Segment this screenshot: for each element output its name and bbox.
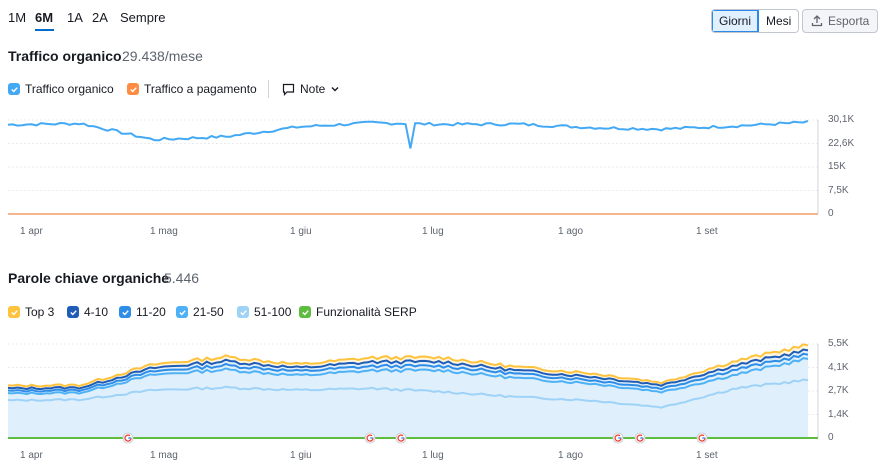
y-tick-label: 0 [828, 208, 834, 219]
granularity-toggle: Giorni Mesi [711, 9, 800, 33]
keywords-value: 5.446 [164, 270, 200, 286]
traffic-value: 29.438/mese [122, 48, 203, 64]
checkbox-checked-icon [237, 306, 249, 318]
legend-label: Top 3 [25, 305, 55, 319]
legend-label: Traffico a pagamento [144, 82, 257, 96]
legend-11-20[interactable]: 11-20 [119, 305, 166, 319]
traffic-chart [7, 119, 819, 215]
legend-21-50[interactable]: 21-50 [176, 305, 224, 319]
x-tick-label: 1 giu [290, 226, 312, 237]
legend-organic-traffic[interactable]: Traffico organico [8, 82, 114, 96]
google-update-marker-icon[interactable] [395, 432, 407, 444]
google-update-marker-icon[interactable] [122, 432, 134, 444]
legend-label: Traffico organico [25, 82, 114, 96]
granularity-mesi-button[interactable]: Mesi [766, 14, 792, 28]
period-tab-1a[interactable]: 1A [67, 10, 83, 25]
upload-icon [811, 15, 823, 27]
period-tab-sempre[interactable]: Sempre [120, 10, 166, 25]
x-tick-label: 1 ago [558, 226, 584, 237]
line-21-50 [7, 357, 809, 396]
export-button[interactable]: Esporta [802, 9, 878, 33]
checkbox-checked-icon [127, 83, 139, 95]
checkbox-checked-icon [176, 306, 188, 318]
checkbox-checked-icon [119, 306, 131, 318]
granularity-giorni-button[interactable]: Giorni [712, 10, 760, 32]
legend-top-3[interactable]: Top 3 [8, 305, 54, 319]
traffic-title: Traffico organico [8, 48, 122, 64]
period-tab-6m[interactable]: 6M [35, 10, 54, 25]
export-label: Esporta [828, 14, 870, 28]
checkbox-checked-icon [8, 83, 20, 95]
active-tab-underline [35, 29, 54, 31]
note-icon [282, 83, 295, 96]
google-update-marker-icon[interactable] [364, 432, 376, 444]
x-tick-label: 1 apr [20, 450, 43, 461]
checkbox-checked-icon [67, 306, 79, 318]
x-tick-label: 1 ago [558, 450, 584, 461]
period-tab-2a[interactable]: 2A [92, 10, 108, 25]
y-tick-label: 30,1K [828, 114, 855, 125]
x-tick-label: 1 lug [422, 450, 444, 461]
x-tick-label: 1 lug [422, 226, 444, 237]
legend-divider [268, 80, 269, 98]
x-tick-label: 1 set [696, 226, 718, 237]
y-tick-label: 22,6K [828, 137, 855, 149]
legend-label: 11-20 [136, 305, 166, 319]
y-tick-label: 5,5K [828, 338, 849, 349]
y-tick-label: 4,1K [828, 361, 849, 373]
legend-label: 4-10 [84, 305, 109, 319]
legend-label: Funzionalità SERP [316, 305, 417, 319]
y-tick-label: 15K [828, 161, 846, 172]
x-tick-label: 1 set [696, 450, 718, 461]
area-51-100 [8, 379, 808, 438]
keywords-title: Parole chiave organiche [8, 270, 170, 286]
x-tick-label: 1 mag [150, 450, 178, 461]
organic-traffic-line [7, 119, 809, 149]
y-tick-label: 2,7K [828, 385, 849, 396]
google-update-marker-icon[interactable] [634, 432, 646, 444]
legend-paid-traffic[interactable]: Traffico a pagamento [127, 82, 257, 96]
notes-dropdown[interactable]: Note [282, 82, 340, 96]
period-tab-1m[interactable]: 1M [8, 10, 27, 25]
checkbox-checked-icon [299, 306, 311, 318]
keywords-chart [7, 343, 819, 444]
x-tick-label: 1 mag [150, 226, 178, 237]
legend-label: 21-50 [193, 305, 224, 319]
notes-label: Note [300, 82, 326, 96]
x-tick-label: 1 giu [290, 450, 312, 461]
google-update-marker-icon[interactable] [696, 432, 708, 444]
y-tick-label: 7,5K [828, 184, 849, 196]
line-top-3 [7, 343, 809, 388]
legend-funzionalit-serp[interactable]: Funzionalità SERP [299, 305, 417, 319]
chevron-down-icon [331, 87, 339, 92]
legend-51-100[interactable]: 51-100 [237, 305, 291, 319]
y-tick-label: 0 [828, 432, 834, 443]
line-51-100 [7, 378, 809, 409]
google-update-marker-icon[interactable] [612, 432, 624, 444]
legend-label: 51-100 [254, 305, 292, 319]
x-tick-label: 1 apr [20, 226, 43, 237]
line-11-20 [7, 352, 809, 393]
y-tick-label: 1,4K [828, 408, 849, 420]
line-4-10 [7, 348, 809, 391]
checkbox-checked-icon [8, 306, 20, 318]
legend-4-10[interactable]: 4-10 [67, 305, 108, 319]
